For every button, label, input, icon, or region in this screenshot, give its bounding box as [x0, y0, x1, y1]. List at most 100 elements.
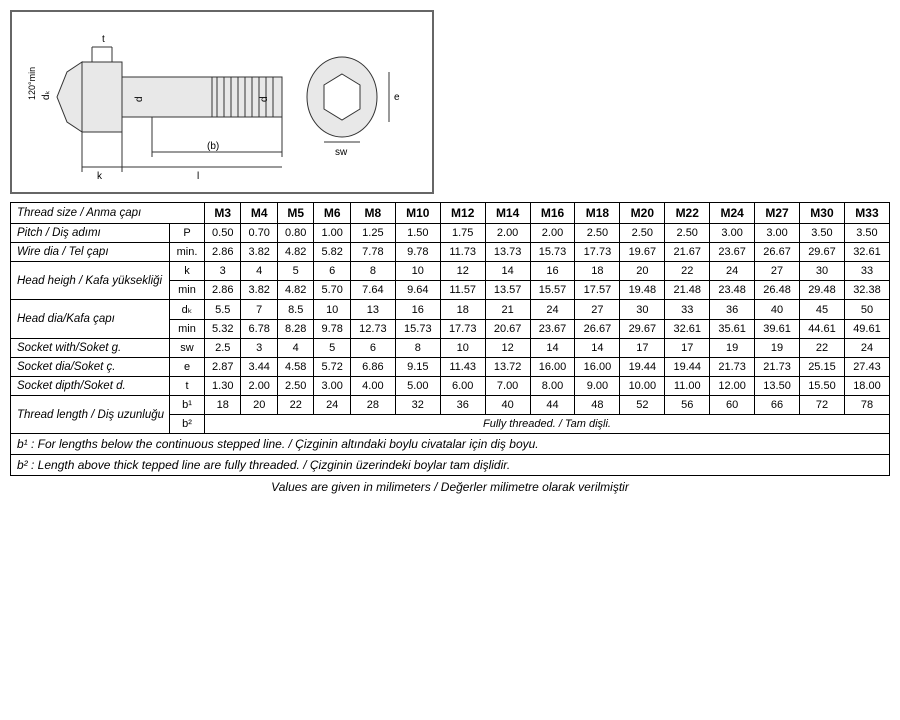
- val: 23.48: [710, 281, 755, 300]
- size-col: M4: [241, 203, 277, 224]
- val: 29.67: [620, 320, 665, 339]
- val: 22: [800, 339, 845, 358]
- val: 2.87: [205, 358, 241, 377]
- wiredia-row: Wire dia / Tel çapı min. 2.863.824.825.8…: [11, 243, 890, 262]
- val: 7.00: [485, 377, 530, 396]
- label-sw: sw: [335, 147, 348, 158]
- val: 19: [755, 339, 800, 358]
- val: 9.00: [575, 377, 620, 396]
- val: 3.00: [710, 224, 755, 243]
- val: 16.00: [575, 358, 620, 377]
- val: 15.73: [530, 243, 575, 262]
- val: 40: [485, 396, 530, 415]
- val: 16: [395, 300, 440, 320]
- note-b2: b² : Length above thick tepped line are …: [11, 455, 890, 476]
- val: 29.48: [800, 281, 845, 300]
- val: 4: [241, 262, 277, 281]
- val: 17.57: [575, 281, 620, 300]
- val: 17.73: [575, 243, 620, 262]
- val: 10: [314, 300, 350, 320]
- fully-threaded: Fully threaded. / Tam dişli.: [205, 415, 890, 434]
- headheight-label: Head heigh / Kafa yüksekliği: [11, 262, 170, 300]
- val: 52: [620, 396, 665, 415]
- val: 3.44: [241, 358, 277, 377]
- val: 32.38: [844, 281, 889, 300]
- val: 18: [205, 396, 241, 415]
- val: 30: [800, 262, 845, 281]
- note-b1: b¹ : For lengths below the continuous st…: [11, 434, 890, 455]
- bolt-diagram: t 120°min dₖ d d (b) k l sw e: [10, 10, 434, 194]
- val: 5.32: [205, 320, 241, 339]
- val: 26.67: [755, 243, 800, 262]
- size-col: M14: [485, 203, 530, 224]
- val: 3: [241, 339, 277, 358]
- val: 15.50: [800, 377, 845, 396]
- val: 12.00: [710, 377, 755, 396]
- val: 1.30: [205, 377, 241, 396]
- val: 60: [710, 396, 755, 415]
- headh-min-sym: min: [170, 281, 205, 300]
- val: 8: [395, 339, 440, 358]
- label-e: e: [394, 92, 400, 103]
- val: 29.67: [800, 243, 845, 262]
- val: 20: [620, 262, 665, 281]
- val: 48: [575, 396, 620, 415]
- val: 6.78: [241, 320, 277, 339]
- val: 19.44: [620, 358, 665, 377]
- val: 19.67: [620, 243, 665, 262]
- val: 20.67: [485, 320, 530, 339]
- val: 78: [844, 396, 889, 415]
- val: 14: [485, 262, 530, 281]
- val: 5: [277, 262, 313, 281]
- val: 21.67: [665, 243, 710, 262]
- val: 26.67: [575, 320, 620, 339]
- socketdepth-sym: t: [170, 377, 205, 396]
- val: 24: [844, 339, 889, 358]
- size-col: M16: [530, 203, 575, 224]
- val: 22: [665, 262, 710, 281]
- val: 21: [485, 300, 530, 320]
- socketw-label: Socket with/Soket g.: [11, 339, 170, 358]
- val: 30: [620, 300, 665, 320]
- val: 33: [844, 262, 889, 281]
- val: 20: [241, 396, 277, 415]
- val: 4.82: [277, 281, 313, 300]
- val: 36: [710, 300, 755, 320]
- val: 13.57: [485, 281, 530, 300]
- label-angle: 120°min: [27, 67, 37, 100]
- val: 56: [665, 396, 710, 415]
- val: 2.50: [620, 224, 665, 243]
- threadlen-b1-row: Thread length / Diş uzunluğu b¹ 18202224…: [11, 396, 890, 415]
- val: 11.57: [440, 281, 485, 300]
- val: 1.50: [395, 224, 440, 243]
- label-k: k: [97, 171, 103, 182]
- val: 13.72: [485, 358, 530, 377]
- val: 9.64: [395, 281, 440, 300]
- size-col: M22: [665, 203, 710, 224]
- socketd-row: Socket dia/Soket ç. e 2.873.444.585.726.…: [11, 358, 890, 377]
- val: 25.15: [800, 358, 845, 377]
- val: 18: [575, 262, 620, 281]
- val: 13.73: [485, 243, 530, 262]
- val: 2.5: [205, 339, 241, 358]
- val: 19.44: [665, 358, 710, 377]
- label-t: t: [102, 34, 105, 45]
- val: 24: [530, 300, 575, 320]
- headd-min-sym: min: [170, 320, 205, 339]
- val: 40: [755, 300, 800, 320]
- val: 7.64: [350, 281, 395, 300]
- spec-table: Thread size / Anma çapı M3 M4 M5 M6 M8 M…: [10, 202, 890, 476]
- val: 2.86: [205, 281, 241, 300]
- size-col: M3: [205, 203, 241, 224]
- footer-note: Values are given in milimeters / Değerle…: [10, 480, 890, 494]
- val: 4.58: [277, 358, 313, 377]
- val: 4.00: [350, 377, 395, 396]
- val: 3.50: [844, 224, 889, 243]
- val: 5.00: [395, 377, 440, 396]
- size-col: M20: [620, 203, 665, 224]
- val: 44: [530, 396, 575, 415]
- val: 2.00: [485, 224, 530, 243]
- val: 7: [241, 300, 277, 320]
- val: 11.00: [665, 377, 710, 396]
- val: 2.86: [205, 243, 241, 262]
